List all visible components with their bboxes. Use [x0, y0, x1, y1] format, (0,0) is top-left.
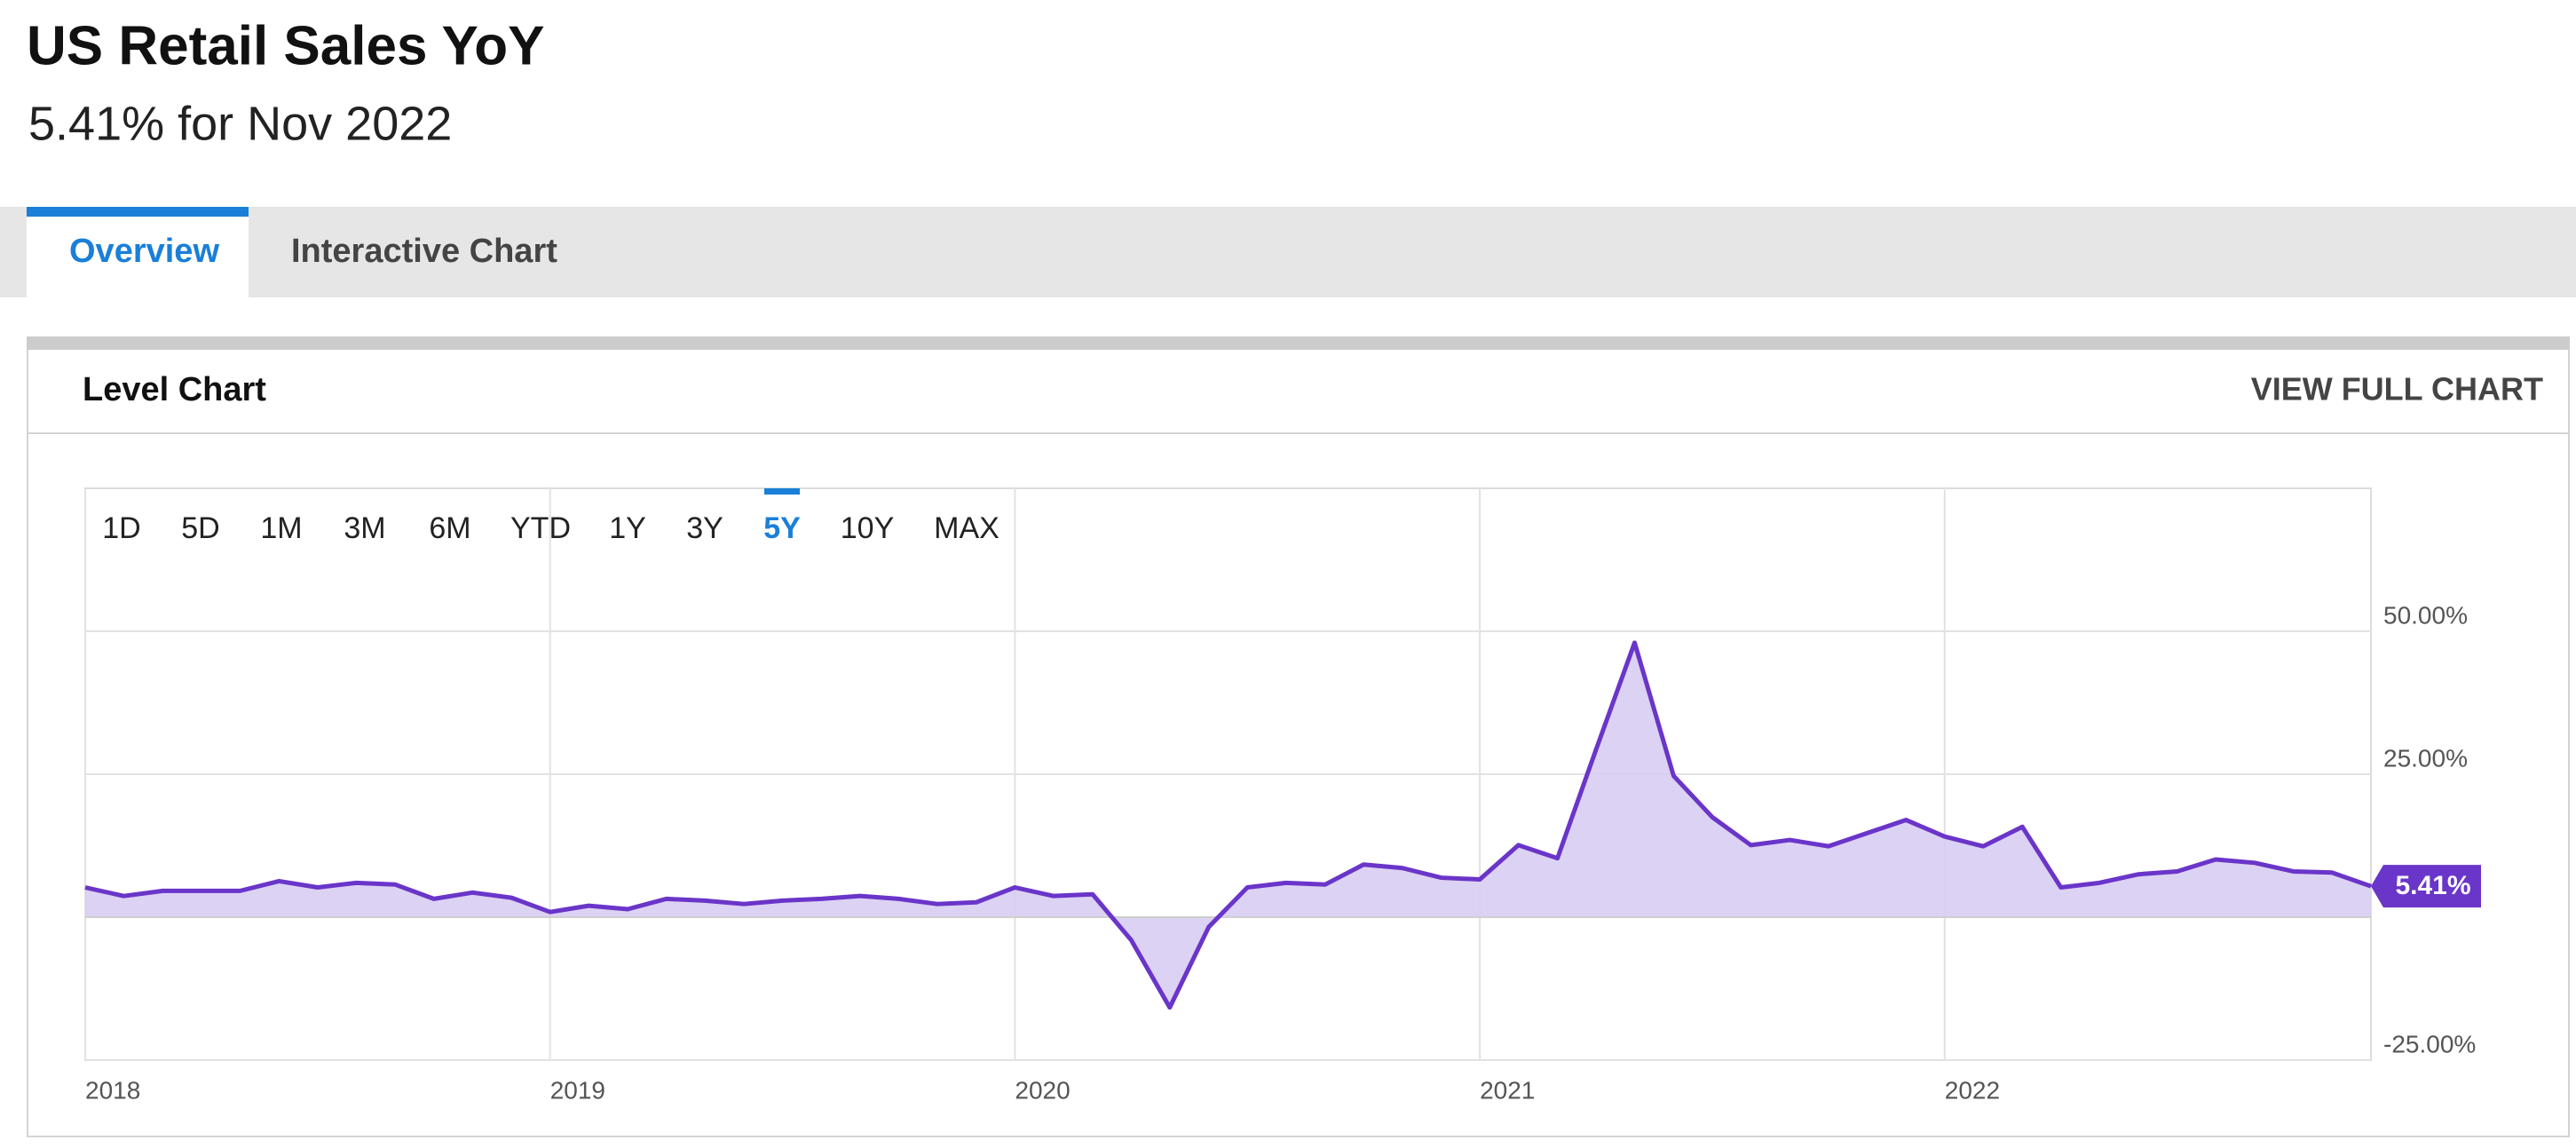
active-tab[interactable]	[27, 207, 249, 297]
active-tab-marker	[27, 207, 249, 217]
card-top-border	[27, 336, 2570, 350]
x-tick-label: 2022	[1945, 1076, 2000, 1104]
range-marker	[764, 488, 800, 495]
y-tick-label: 25.00%	[2383, 744, 2468, 772]
y-tick-label: 50.00%	[2383, 601, 2468, 629]
card-title: Level Chart	[83, 371, 266, 408]
tab[interactable]: Interactive Chart	[291, 233, 557, 270]
line	[84, 640, 2372, 1010]
range-button[interactable]: 1D	[102, 511, 140, 545]
card	[27, 336, 2570, 1137]
range-selector: 1D 5D 1M 3M 6M YTD 1Y 3Y 5Y 10Y MAX	[102, 488, 1000, 545]
page-title: US Retail Sales YoY	[27, 15, 545, 76]
x-tick-label: 2021	[1480, 1076, 1535, 1104]
range-button[interactable]: 6M	[429, 511, 470, 545]
last-value-badge	[2371, 865, 2481, 908]
range-button[interactable]: 1M	[260, 511, 302, 545]
x-tick-label: 2020	[1015, 1076, 1070, 1104]
range-button[interactable]: 5D	[181, 511, 219, 545]
range-button[interactable]: 3M	[344, 511, 385, 545]
range-button[interactable]: 5Y	[763, 511, 801, 545]
page-subtitle: 5.41% for Nov 2022	[28, 97, 452, 150]
x-tick-label: 2018	[85, 1076, 140, 1104]
tab[interactable]: Overview	[69, 233, 219, 270]
range-button[interactable]: YTD	[510, 511, 571, 545]
range-button[interactable]: 1Y	[609, 511, 646, 545]
x-tick-label: 2019	[550, 1076, 605, 1104]
range-button[interactable]: MAX	[934, 511, 1000, 545]
view-full-chart[interactable]: VIEW FULL CHART	[2251, 371, 2543, 408]
tab-bar	[0, 207, 2576, 297]
range-button[interactable]: 10Y	[841, 511, 895, 545]
plot: 50.00% 25.00% -25.00% 2018 2019 2020 2021 2022 5…	[84, 488, 2481, 1104]
last-value-label: 5.41%	[2395, 871, 2470, 900]
range-button[interactable]: 3Y	[686, 511, 723, 545]
y-tick-label: -25.00%	[2383, 1030, 2476, 1057]
